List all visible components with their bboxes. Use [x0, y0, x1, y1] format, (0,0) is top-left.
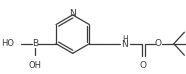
Text: HO: HO — [1, 39, 14, 48]
Text: OH: OH — [28, 61, 41, 70]
Text: O: O — [140, 61, 147, 70]
Text: B: B — [32, 39, 38, 48]
Text: O: O — [155, 39, 162, 48]
Text: N: N — [121, 40, 128, 49]
Text: H: H — [122, 35, 128, 44]
Text: N: N — [69, 9, 76, 18]
